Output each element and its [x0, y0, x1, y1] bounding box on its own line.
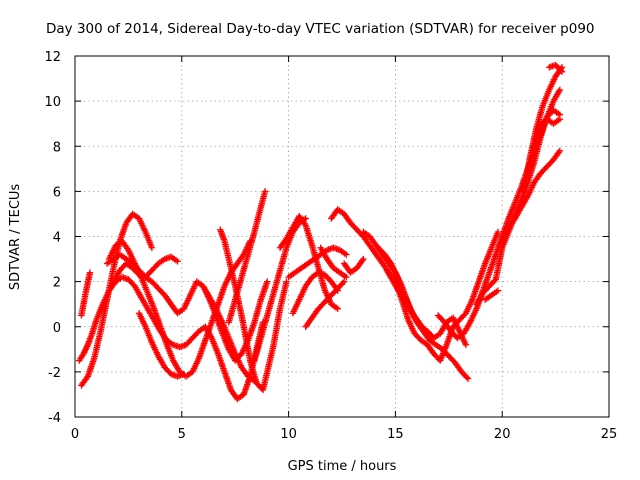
x-tick-label: 10 [280, 427, 297, 442]
data-point [464, 375, 472, 382]
y-tick-label: 4 [53, 231, 61, 246]
series-arc-11 [251, 215, 309, 364]
data-point [494, 228, 502, 236]
data-point [557, 67, 564, 74]
series-arc-27 [531, 115, 564, 150]
data-point [334, 305, 341, 312]
series-arc-3 [78, 269, 94, 319]
x-axis-label: GPS time / hours [288, 459, 397, 474]
series-arc-7 [135, 310, 188, 380]
data-point [427, 333, 434, 340]
y-tick-label: 2 [53, 276, 61, 291]
data-point [558, 68, 566, 75]
data-point [343, 273, 350, 281]
data-point [556, 115, 564, 123]
series-arc-16 [317, 244, 350, 281]
y-tick-label: 0 [53, 321, 61, 336]
data-point [174, 258, 181, 265]
series-arc-18 [340, 255, 367, 276]
data-points [76, 61, 566, 403]
y-tick-label: 10 [44, 95, 61, 110]
series-arc-25 [499, 147, 564, 240]
data-point [148, 244, 156, 251]
data-point [264, 278, 271, 285]
data-point [261, 188, 269, 195]
data-point [494, 287, 502, 294]
y-tick-label: -2 [48, 366, 61, 381]
series-arc-5 [110, 253, 181, 285]
data-point [463, 374, 470, 381]
x-tick-label: 25 [601, 427, 618, 442]
data-point [360, 255, 367, 263]
plot-frame [74, 55, 610, 418]
x-tick-label: 0 [71, 427, 79, 442]
series-arc-13 [285, 244, 350, 281]
series-arc-6 [105, 237, 254, 380]
series-arc-9 [217, 226, 290, 394]
y-axis-label: SDTVAR / TECUs [8, 184, 23, 291]
y-tick-label: -4 [48, 411, 61, 426]
data-point [556, 147, 564, 154]
data-point [180, 370, 188, 378]
series-arc-10 [225, 188, 269, 326]
data-point [556, 86, 564, 94]
y-tick-label: 12 [44, 50, 61, 65]
data-point [343, 251, 350, 258]
data-point [283, 278, 290, 285]
y-tick-label: 6 [53, 185, 61, 200]
series-arc-21 [383, 267, 435, 342]
data-point [428, 334, 435, 342]
series-arc-15 [302, 278, 348, 330]
axis-ticks: 0 5 10 15 20 25 -4 -2 0 2 4 6 8 10 12 [44, 50, 617, 442]
data-point [302, 215, 309, 222]
data-point [462, 341, 470, 348]
series-arc-2 [78, 210, 156, 389]
data-point [86, 269, 94, 276]
chart-title: Day 300 of 2014, Sidereal Day-to-day VTE… [46, 21, 595, 37]
x-tick-label: 20 [494, 427, 511, 442]
series-arc-14 [289, 269, 341, 317]
x-tick-label: 15 [387, 427, 404, 442]
y-tick-label: 8 [53, 140, 61, 155]
series-arc-24 [481, 287, 502, 303]
x-tick-label: 5 [178, 427, 186, 442]
data-point [340, 278, 348, 285]
data-point [339, 279, 347, 287]
series-arc-28 [545, 61, 566, 75]
